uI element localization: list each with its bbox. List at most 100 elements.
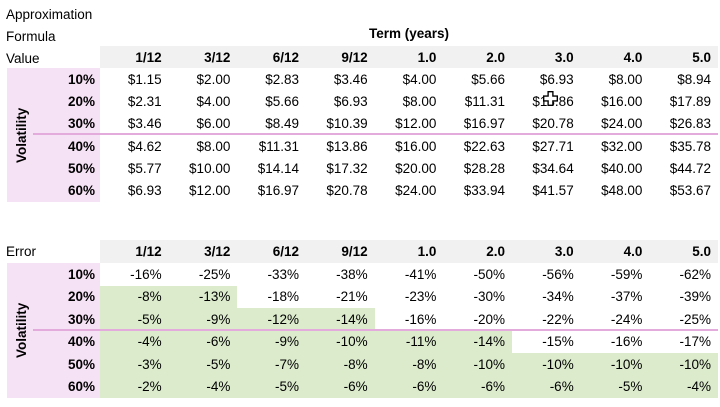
- error-cell[interactable]: -13%: [168, 285, 238, 308]
- value-cell[interactable]: $17.32: [326, 160, 368, 176]
- error-cell[interactable]: -10%: [649, 353, 719, 376]
- error-cell[interactable]: -4%: [649, 375, 719, 398]
- error-cell[interactable]: -10%: [443, 353, 513, 376]
- row-label[interactable]: 60%: [7, 179, 100, 202]
- value-cell[interactable]: $48.00: [601, 183, 643, 199]
- column-header[interactable]: 9/12: [341, 49, 368, 65]
- value-cell[interactable]: $12.00: [189, 183, 231, 199]
- row-label[interactable]: 40%: [7, 330, 100, 353]
- error-cell[interactable]: -22%: [542, 311, 574, 327]
- value-cell[interactable]: $20.00: [395, 160, 437, 176]
- error-cell[interactable]: -25%: [679, 311, 712, 327]
- error-cell[interactable]: -6%: [374, 375, 444, 398]
- value-cell[interactable]: $14.14: [257, 160, 300, 176]
- value-cell[interactable]: $22.63: [463, 138, 506, 154]
- term-axis-title[interactable]: Term (years): [368, 26, 450, 41]
- error-cell[interactable]: -34%: [542, 289, 574, 305]
- row-label[interactable]: 30%: [7, 308, 100, 331]
- column-header[interactable]: 4.0: [623, 49, 643, 65]
- value-cell[interactable]: $6.00: [196, 116, 231, 132]
- value-cell[interactable]: $6.93: [333, 93, 368, 109]
- error-cell[interactable]: -5%: [100, 308, 169, 331]
- value-cell[interactable]: $27.71: [532, 138, 574, 154]
- error-cell[interactable]: -5%: [580, 375, 650, 398]
- error-cell[interactable]: -12%: [237, 308, 307, 331]
- error-cell[interactable]: -56%: [542, 266, 574, 282]
- value-cell[interactable]: $10.39: [326, 116, 368, 132]
- value-cell[interactable]: $4.00: [402, 71, 437, 87]
- column-header[interactable]: 3/12: [204, 49, 231, 65]
- value-cell[interactable]: $16.97: [257, 183, 300, 199]
- value-cell[interactable]: $2.00: [196, 71, 231, 87]
- value-cell[interactable]: $5.66: [265, 93, 300, 109]
- error-cell[interactable]: -8%: [306, 353, 375, 376]
- error-cell[interactable]: -4%: [100, 330, 169, 353]
- value-cell[interactable]: $2.83: [265, 71, 300, 87]
- error-cell[interactable]: -16%: [130, 266, 162, 282]
- error-cell[interactable]: -39%: [679, 289, 712, 305]
- value-cell[interactable]: $12.00: [395, 116, 437, 132]
- value-cell[interactable]: $4.62: [127, 138, 162, 154]
- value-cell[interactable]: $8.00: [608, 71, 643, 87]
- error-cell[interactable]: -50%: [473, 266, 506, 282]
- column-header[interactable]: 5.0: [692, 244, 712, 259]
- error-cell[interactable]: -9%: [237, 330, 307, 353]
- column-header[interactable]: 2.0: [486, 49, 506, 65]
- error-cell[interactable]: -10%: [306, 330, 375, 353]
- value-cell[interactable]: $6.93: [127, 183, 162, 199]
- error-cell[interactable]: -6%: [512, 375, 581, 398]
- sheet-cell-text[interactable]: Formula: [6, 29, 56, 44]
- value-cell[interactable]: $20.78: [326, 183, 368, 199]
- value-cell[interactable]: $5.77: [127, 160, 162, 176]
- column-header[interactable]: 9/12: [341, 244, 368, 259]
- error-cell[interactable]: -21%: [336, 289, 368, 305]
- error-cell[interactable]: -38%: [336, 266, 368, 282]
- value-cell[interactable]: $1.15: [127, 71, 162, 87]
- value-cell[interactable]: $33.94: [463, 183, 506, 199]
- error-cell[interactable]: -10%: [580, 353, 650, 376]
- error-cell[interactable]: -7%: [237, 353, 307, 376]
- value-cell[interactable]: $44.72: [669, 160, 712, 176]
- error-cell[interactable]: -18%: [267, 289, 300, 305]
- row-label[interactable]: 20%: [7, 90, 100, 113]
- value-cell[interactable]: $10.00: [189, 160, 231, 176]
- row-label[interactable]: 60%: [7, 375, 100, 398]
- value-cell[interactable]: $41.57: [532, 183, 574, 199]
- error-cell[interactable]: -9%: [168, 308, 238, 331]
- error-cell[interactable]: -41%: [404, 266, 437, 282]
- column-header[interactable]: 1.0: [417, 49, 437, 65]
- sheet-cell-text[interactable]: Approximation: [6, 7, 93, 22]
- error-cell[interactable]: -4%: [168, 375, 238, 398]
- value-cell[interactable]: $13.86: [326, 138, 368, 154]
- value-cell[interactable]: $17.89: [669, 93, 712, 109]
- row-label[interactable]: 10%: [7, 68, 100, 91]
- error-cell[interactable]: -8%: [100, 285, 169, 308]
- volatility-axis-label[interactable]: Volatility: [14, 107, 29, 163]
- value-cell[interactable]: $20.78: [532, 116, 574, 132]
- error-cell[interactable]: -3%: [100, 353, 169, 376]
- error-cell[interactable]: -10%: [512, 353, 581, 376]
- column-header[interactable]: 4.0: [623, 244, 643, 259]
- value-cell[interactable]: $24.00: [601, 116, 643, 132]
- error-cell[interactable]: -6%: [443, 375, 513, 398]
- value-cell[interactable]: $3.46: [333, 71, 368, 87]
- error-cell[interactable]: -16%: [610, 334, 643, 350]
- row-label[interactable]: 50%: [7, 353, 100, 376]
- value-cell[interactable]: $26.83: [669, 116, 712, 132]
- error-cell[interactable]: -6%: [306, 375, 375, 398]
- error-table-title[interactable]: Error: [6, 244, 36, 259]
- error-cell[interactable]: -62%: [679, 266, 712, 282]
- error-cell[interactable]: -17%: [679, 334, 712, 350]
- value-cell[interactable]: $24.00: [395, 183, 437, 199]
- value-cell[interactable]: $11.31: [258, 138, 300, 154]
- error-cell[interactable]: -2%: [100, 375, 169, 398]
- error-cell[interactable]: -30%: [473, 289, 506, 305]
- value-cell[interactable]: $40.00: [601, 160, 643, 176]
- error-cell[interactable]: -5%: [237, 375, 307, 398]
- value-cell[interactable]: $8.94: [677, 71, 712, 87]
- error-cell[interactable]: -14%: [443, 330, 513, 353]
- row-label[interactable]: 20%: [7, 285, 100, 308]
- error-cell[interactable]: -37%: [610, 289, 643, 305]
- value-cell[interactable]: $16.97: [463, 116, 506, 132]
- column-header[interactable]: 6/12: [272, 244, 300, 259]
